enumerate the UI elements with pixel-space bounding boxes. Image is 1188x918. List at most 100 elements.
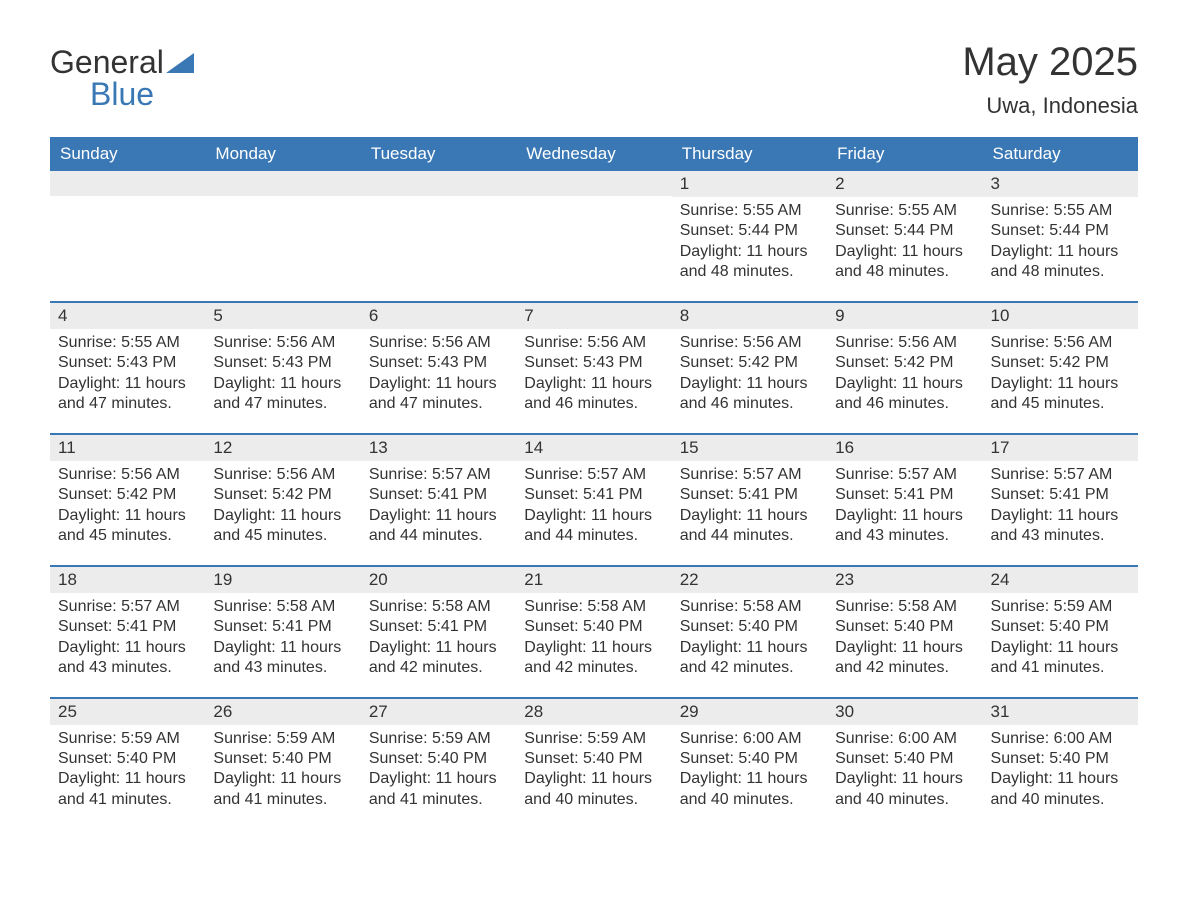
sunset-line: Sunset: 5:42 PM (213, 485, 352, 505)
daylight-line: Daylight: 11 hours and 46 minutes. (524, 374, 663, 415)
brand-name-part1: General (50, 44, 164, 80)
daylight-line: Daylight: 11 hours and 48 minutes. (835, 242, 974, 283)
daylight-line: Daylight: 11 hours and 40 minutes. (991, 769, 1130, 810)
day-number: 30 (827, 699, 982, 725)
calendar-cell: 4Sunrise: 5:55 AMSunset: 5:43 PMDaylight… (50, 303, 205, 433)
daylight-line: Daylight: 11 hours and 45 minutes. (58, 506, 197, 547)
calendar-week: 11Sunrise: 5:56 AMSunset: 5:42 PMDayligh… (50, 433, 1138, 565)
day-details: Sunrise: 5:59 AMSunset: 5:40 PMDaylight:… (983, 593, 1138, 679)
sunset-line: Sunset: 5:40 PM (680, 617, 819, 637)
calendar-cell: 15Sunrise: 5:57 AMSunset: 5:41 PMDayligh… (672, 435, 827, 565)
calendar-week: 25Sunrise: 5:59 AMSunset: 5:40 PMDayligh… (50, 697, 1138, 829)
calendar-cell: 28Sunrise: 5:59 AMSunset: 5:40 PMDayligh… (516, 699, 671, 829)
day-details: Sunrise: 5:56 AMSunset: 5:42 PMDaylight:… (50, 461, 205, 547)
calendar-cell: 3Sunrise: 5:55 AMSunset: 5:44 PMDaylight… (983, 171, 1138, 301)
sunrise-line: Sunrise: 6:00 AM (835, 729, 974, 749)
calendar-cell (205, 171, 360, 301)
calendar-cell: 26Sunrise: 5:59 AMSunset: 5:40 PMDayligh… (205, 699, 360, 829)
calendar-cell: 13Sunrise: 5:57 AMSunset: 5:41 PMDayligh… (361, 435, 516, 565)
day-number: 17 (983, 435, 1138, 461)
day-details: Sunrise: 6:00 AMSunset: 5:40 PMDaylight:… (827, 725, 982, 811)
sunrise-line: Sunrise: 5:57 AM (835, 465, 974, 485)
sunrise-line: Sunrise: 5:58 AM (680, 597, 819, 617)
sunset-line: Sunset: 5:42 PM (835, 353, 974, 373)
sunset-line: Sunset: 5:41 PM (524, 485, 663, 505)
day-number: 20 (361, 567, 516, 593)
weekday-header: Thursday (672, 137, 827, 171)
day-details: Sunrise: 5:56 AMSunset: 5:42 PMDaylight:… (672, 329, 827, 415)
calendar-cell: 29Sunrise: 6:00 AMSunset: 5:40 PMDayligh… (672, 699, 827, 829)
daylight-line: Daylight: 11 hours and 42 minutes. (369, 638, 508, 679)
sunset-line: Sunset: 5:43 PM (213, 353, 352, 373)
day-details: Sunrise: 5:58 AMSunset: 5:40 PMDaylight:… (827, 593, 982, 679)
sunrise-line: Sunrise: 5:56 AM (524, 333, 663, 353)
calendar-week: 18Sunrise: 5:57 AMSunset: 5:41 PMDayligh… (50, 565, 1138, 697)
calendar-cell: 11Sunrise: 5:56 AMSunset: 5:42 PMDayligh… (50, 435, 205, 565)
sunset-line: Sunset: 5:40 PM (680, 749, 819, 769)
day-details: Sunrise: 5:58 AMSunset: 5:41 PMDaylight:… (361, 593, 516, 679)
sunrise-line: Sunrise: 5:55 AM (58, 333, 197, 353)
sunrise-line: Sunrise: 5:58 AM (524, 597, 663, 617)
weekday-header: Monday (205, 137, 360, 171)
calendar-cell (516, 171, 671, 301)
daylight-line: Daylight: 11 hours and 46 minutes. (680, 374, 819, 415)
calendar-cell (361, 171, 516, 301)
daylight-line: Daylight: 11 hours and 46 minutes. (835, 374, 974, 415)
day-details: Sunrise: 5:57 AMSunset: 5:41 PMDaylight:… (827, 461, 982, 547)
daylight-line: Daylight: 11 hours and 48 minutes. (680, 242, 819, 283)
calendar-cell: 18Sunrise: 5:57 AMSunset: 5:41 PMDayligh… (50, 567, 205, 697)
sunrise-line: Sunrise: 6:00 AM (680, 729, 819, 749)
sunset-line: Sunset: 5:41 PM (369, 617, 508, 637)
sunset-line: Sunset: 5:42 PM (58, 485, 197, 505)
daylight-line: Daylight: 11 hours and 41 minutes. (369, 769, 508, 810)
day-number: 24 (983, 567, 1138, 593)
calendar-week: 4Sunrise: 5:55 AMSunset: 5:43 PMDaylight… (50, 301, 1138, 433)
day-details: Sunrise: 5:57 AMSunset: 5:41 PMDaylight:… (983, 461, 1138, 547)
sunrise-line: Sunrise: 5:56 AM (58, 465, 197, 485)
day-number: 18 (50, 567, 205, 593)
sunset-line: Sunset: 5:43 PM (524, 353, 663, 373)
day-number: 3 (983, 171, 1138, 197)
sunset-line: Sunset: 5:41 PM (213, 617, 352, 637)
day-number: 16 (827, 435, 982, 461)
calendar-week: 1Sunrise: 5:55 AMSunset: 5:44 PMDaylight… (50, 171, 1138, 301)
calendar-cell: 7Sunrise: 5:56 AMSunset: 5:43 PMDaylight… (516, 303, 671, 433)
day-number: 5 (205, 303, 360, 329)
brand-name-part2: Blue (90, 76, 154, 112)
sunset-line: Sunset: 5:40 PM (835, 617, 974, 637)
sunrise-line: Sunrise: 5:56 AM (680, 333, 819, 353)
weekday-header: Saturday (983, 137, 1138, 171)
sunrise-line: Sunrise: 5:56 AM (213, 333, 352, 353)
brand-name: General Blue (50, 40, 194, 110)
sunrise-line: Sunrise: 5:58 AM (835, 597, 974, 617)
sunrise-line: Sunrise: 5:56 AM (369, 333, 508, 353)
sunrise-line: Sunrise: 5:55 AM (991, 201, 1130, 221)
day-details: Sunrise: 5:59 AMSunset: 5:40 PMDaylight:… (50, 725, 205, 811)
sunrise-line: Sunrise: 5:59 AM (213, 729, 352, 749)
sunrise-line: Sunrise: 5:59 AM (991, 597, 1130, 617)
calendar-page: General Blue May 2025 Uwa, Indonesia Sun… (0, 0, 1188, 858)
page-header: General Blue May 2025 Uwa, Indonesia (50, 40, 1138, 119)
daylight-line: Daylight: 11 hours and 43 minutes. (991, 506, 1130, 547)
daylight-line: Daylight: 11 hours and 47 minutes. (213, 374, 352, 415)
sunset-line: Sunset: 5:41 PM (680, 485, 819, 505)
day-number: 23 (827, 567, 982, 593)
day-number: 10 (983, 303, 1138, 329)
day-details: Sunrise: 5:58 AMSunset: 5:40 PMDaylight:… (516, 593, 671, 679)
sunrise-line: Sunrise: 5:57 AM (991, 465, 1130, 485)
calendar-cell: 9Sunrise: 5:56 AMSunset: 5:42 PMDaylight… (827, 303, 982, 433)
calendar-cell: 19Sunrise: 5:58 AMSunset: 5:41 PMDayligh… (205, 567, 360, 697)
day-details: Sunrise: 5:55 AMSunset: 5:44 PMDaylight:… (827, 197, 982, 283)
sunset-line: Sunset: 5:41 PM (991, 485, 1130, 505)
daylight-line: Daylight: 11 hours and 45 minutes. (991, 374, 1130, 415)
sunset-line: Sunset: 5:41 PM (369, 485, 508, 505)
weeks-container: 1Sunrise: 5:55 AMSunset: 5:44 PMDaylight… (50, 171, 1138, 828)
calendar-cell: 2Sunrise: 5:55 AMSunset: 5:44 PMDaylight… (827, 171, 982, 301)
day-number: 9 (827, 303, 982, 329)
day-number: 26 (205, 699, 360, 725)
day-details: Sunrise: 5:56 AMSunset: 5:42 PMDaylight:… (205, 461, 360, 547)
sunset-line: Sunset: 5:40 PM (524, 749, 663, 769)
calendar-cell: 24Sunrise: 5:59 AMSunset: 5:40 PMDayligh… (983, 567, 1138, 697)
daylight-line: Daylight: 11 hours and 43 minutes. (58, 638, 197, 679)
sunset-line: Sunset: 5:40 PM (991, 749, 1130, 769)
